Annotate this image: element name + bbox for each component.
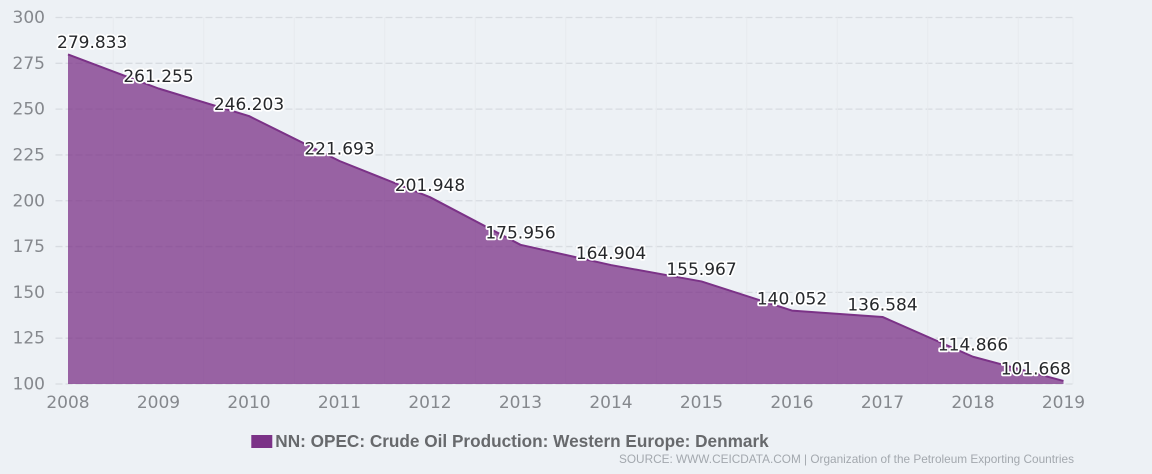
x-tick-label: 2014: [589, 393, 632, 413]
x-tick-label: 2016: [770, 393, 813, 413]
source-attribution: SOURCE: WWW.CEICDATA.COM | Organization …: [619, 451, 1074, 466]
x-tick-label: 2013: [499, 393, 542, 413]
y-tick-label: 250: [13, 100, 45, 120]
x-tick-label: 2012: [408, 393, 451, 413]
data-label: 164.904: [576, 244, 646, 264]
series-area-fill[interactable]: [68, 54, 1064, 385]
data-label: 261.255: [123, 67, 193, 87]
x-tick-label: 2019: [1042, 393, 1085, 413]
x-tick-label: 2015: [680, 393, 723, 413]
y-tick-label: 225: [13, 145, 45, 165]
y-tick-label: 175: [13, 237, 45, 257]
x-tick-label: 2010: [227, 393, 270, 413]
x-tick-label: 2011: [318, 393, 361, 413]
y-axis-labels: 100 125 150 175 200 225 250 275 300: [13, 8, 45, 395]
y-tick-label: 300: [13, 8, 45, 28]
y-tick-label: 100: [13, 375, 45, 395]
data-label: 136.584: [847, 296, 917, 316]
y-tick-label: 275: [13, 54, 45, 74]
area-chart-svg: 100 125 150 175 200 225 250 275 300 2008 2009 2010…: [13, 8, 1086, 413]
legend-item[interactable]: NN: OPEC: Crude Oil Production: Western …: [251, 430, 769, 452]
series-data-labels: 279.833 261.255 246.203 221.693 201.948 175.9…: [55, 31, 1072, 381]
x-tick-label: 2017: [861, 393, 904, 413]
x-tick-label: 2009: [137, 393, 180, 413]
y-tick-label: 150: [13, 283, 45, 303]
data-label: 221.693: [304, 140, 374, 160]
y-tick-label: 200: [13, 191, 45, 211]
data-label: 201.948: [395, 176, 465, 196]
data-label: 114.866: [938, 335, 1008, 355]
x-tick-label: 2018: [951, 393, 994, 413]
data-label: 101.668: [1001, 360, 1071, 380]
data-label: 140.052: [757, 289, 827, 309]
y-tick-label: 125: [13, 329, 45, 349]
legend-label: NN: OPEC: Crude Oil Production: Western …: [275, 430, 769, 451]
x-tick-label: 2008: [46, 393, 89, 413]
x-gridlines-group: [112, 17, 1074, 384]
data-label: 279.833: [57, 33, 127, 53]
data-label: 175.956: [485, 224, 555, 244]
data-label: 155.967: [666, 260, 736, 280]
data-label: 246.203: [214, 95, 284, 115]
series-line[interactable]: [67, 53, 1064, 382]
x-axis-labels: 2008 2009 2010 2011 2012 2013 2014 2015 2016 2017…: [46, 393, 1085, 413]
legend-swatch: [251, 434, 273, 448]
